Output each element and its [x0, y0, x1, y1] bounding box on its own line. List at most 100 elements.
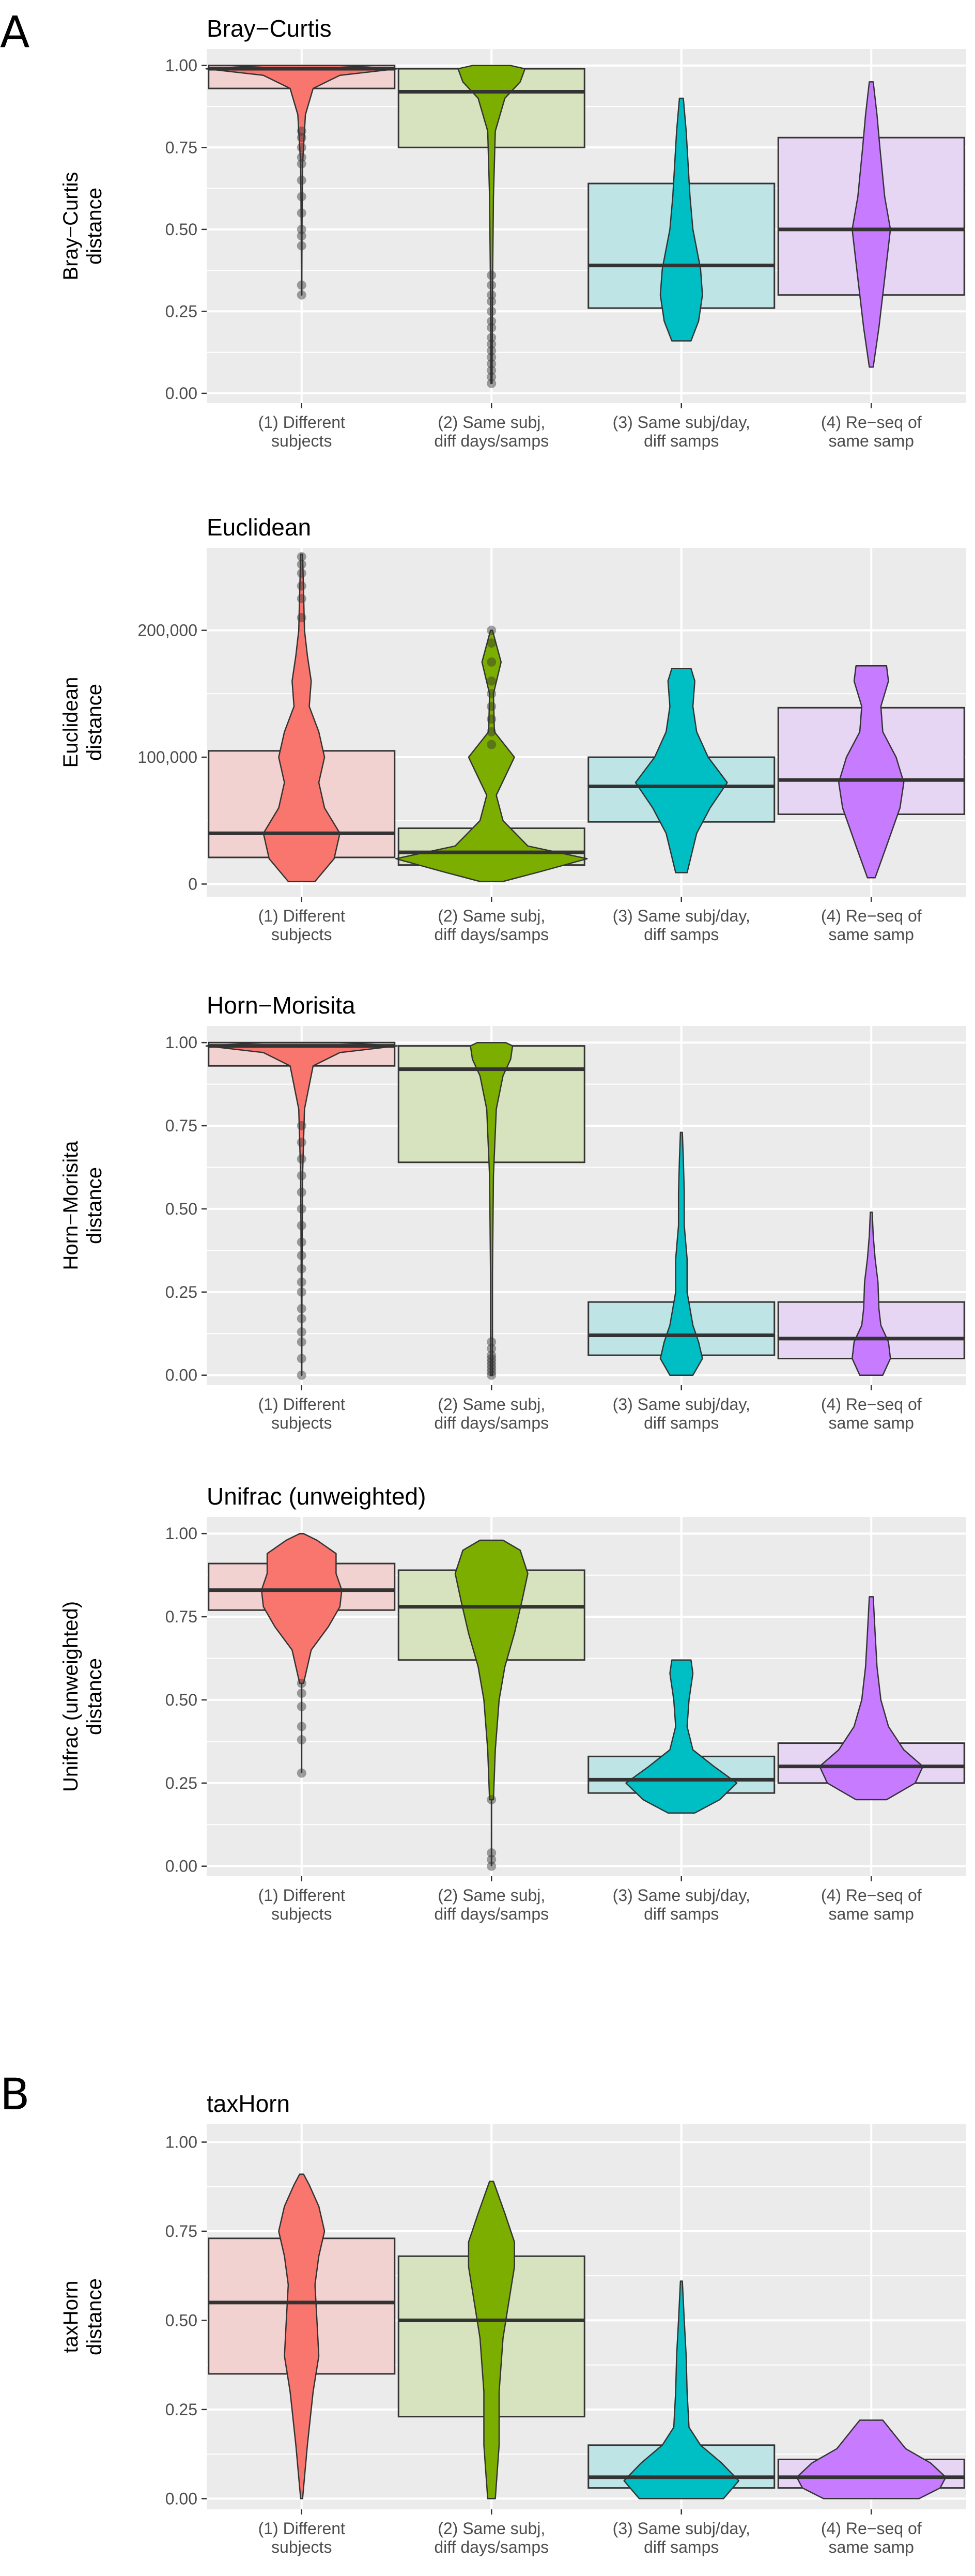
x-tick-label: (2) Same subj, diff days/samps [434, 907, 549, 944]
y-axis-label: Bray−Curtisdistance [59, 172, 106, 280]
x-tick-label: (1) Different subjects [258, 1886, 345, 1923]
outlier-point [487, 359, 497, 369]
x-tick-label: (4) Re−seq of same samp [821, 1395, 922, 1432]
y-tick-label: 1.00 [165, 56, 197, 75]
violin-2 [470, 1041, 514, 1376]
outlier-point [487, 657, 497, 667]
outlier-point [487, 316, 497, 326]
outlier-point [297, 1287, 306, 1297]
outlier-point [487, 1354, 497, 1363]
violin-3 [623, 2280, 740, 2500]
x-tick-label: (1) Different subjects [258, 413, 345, 450]
y-tick-label: 0.50 [165, 1691, 197, 1709]
outlier-point [487, 714, 497, 724]
x-tick-label: (3) Same subj/day, diff samps [613, 907, 750, 944]
outlier-point [487, 638, 497, 648]
chart-1: 0.00 0.25 0.50 0.75 1.00 (1) Different subject… [59, 15, 966, 450]
violin-3 [659, 97, 703, 342]
x-tick-label: (2) Same subj, diff days/samps [434, 413, 549, 450]
outlier-point [487, 1367, 497, 1377]
outlier-point [487, 727, 497, 737]
y-tick-label: 0.75 [165, 138, 197, 157]
outlier-point [297, 1251, 306, 1261]
outlier-point [297, 1154, 306, 1164]
outlier-point [487, 676, 497, 686]
outlier-point [297, 133, 306, 143]
x-tick-label: (3) Same subj/day, diff samps [613, 2519, 750, 2556]
y-tick-label: 0.50 [165, 2311, 197, 2329]
y-tick-label: 1.00 [165, 1524, 197, 1543]
chart-3: 0.00 0.25 0.50 0.75 1.00 (1) Different subject… [59, 992, 966, 1432]
outlier-point [297, 594, 306, 604]
x-tick-label: (3) Same subj/day, diff samps [613, 1886, 750, 1923]
outlier-point [297, 192, 306, 202]
outlier-point [297, 126, 306, 136]
outlier-point [487, 280, 497, 290]
x-tick-label: (1) Different subjects [258, 907, 345, 944]
outlier-point [297, 1327, 306, 1337]
outlier-point [297, 1277, 306, 1287]
chart-title: Euclidean [207, 514, 311, 541]
outlier-point [297, 1678, 306, 1688]
outlier-point [297, 1768, 306, 1778]
outlier-point [297, 1701, 306, 1711]
y-axis-label: Horn−Morisitadistance [59, 1141, 106, 1270]
violin-3 [625, 1659, 738, 1814]
violin-4 [852, 1212, 891, 1376]
outlier-point [487, 378, 497, 388]
violin-2 [395, 630, 588, 882]
outlier-point [487, 1344, 497, 1354]
y-tick-label: 0.25 [165, 2400, 197, 2419]
outlier-point [487, 339, 497, 349]
y-tick-label: 0.75 [165, 1607, 197, 1626]
outlier-point [487, 297, 497, 306]
y-axis-label: Euclideandistance [59, 677, 106, 768]
outlier-point [487, 333, 497, 343]
outlier-point [487, 1848, 497, 1858]
y-tick-label: 0.00 [165, 2489, 197, 2508]
outlier-point [487, 1351, 497, 1360]
chart-title: taxHorn [207, 2090, 290, 2117]
outlier-point [297, 159, 306, 168]
outlier-point [487, 1795, 497, 1804]
outlier-point [297, 1221, 306, 1231]
x-tick-label: (1) Different subjects [258, 1395, 345, 1432]
outlier-point [297, 224, 306, 234]
outlier-point [297, 175, 306, 185]
y-tick-label: 0.25 [165, 1283, 197, 1301]
y-tick-label: 0.00 [165, 384, 197, 403]
outlier-point [487, 1370, 497, 1380]
outlier-point [487, 290, 497, 300]
outlier-point [297, 231, 306, 241]
x-tick-label: (2) Same subj, diff days/samps [434, 1395, 549, 1432]
y-tick-label: 0 [188, 875, 197, 893]
x-tick-label: (4) Re−seq of same samp [821, 907, 922, 944]
x-tick-label: (4) Re−seq of same samp [821, 2519, 922, 2556]
y-axis-label: Unifrac (unweighted)distance [59, 1601, 106, 1792]
outlier-point [297, 280, 306, 290]
outlier-point [297, 1314, 306, 1324]
y-tick-label: 1.00 [165, 2133, 197, 2151]
outlier-point [297, 1689, 306, 1698]
outlier-point [297, 1354, 306, 1363]
y-tick-label: 0.50 [165, 1200, 197, 1218]
outlier-point [297, 241, 306, 251]
outlier-point [297, 1204, 306, 1214]
outlier-point [297, 143, 306, 152]
violin-4 [852, 81, 891, 368]
violin-2 [468, 2181, 515, 2500]
x-tick-label: (1) Different subjects [258, 2519, 345, 2556]
outlier-point [487, 1357, 497, 1367]
outlier-point [487, 323, 497, 333]
x-tick-label: (2) Same subj, diff days/samps [434, 2519, 549, 2556]
outlier-point [297, 1722, 306, 1731]
y-tick-label: 0.25 [165, 1774, 197, 1792]
outlier-point [487, 740, 497, 749]
outlier-point [297, 1138, 306, 1147]
outlier-point [297, 208, 306, 218]
violin-1 [278, 2173, 326, 2500]
chart-2: 0 100,000 200,000 (1) Different subjects (2) … [59, 514, 966, 944]
outlier-point [297, 1121, 306, 1131]
outlier-point [297, 1337, 306, 1347]
